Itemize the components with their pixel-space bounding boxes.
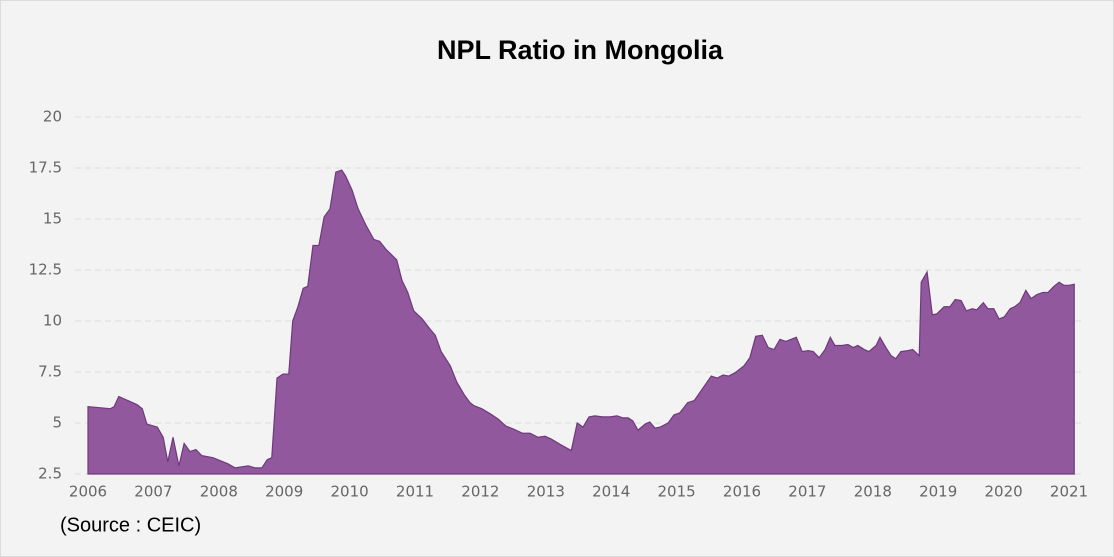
- y-tick-label: 20: [43, 108, 62, 126]
- x-tick-label: 2014: [592, 483, 630, 501]
- x-tick-label: 2007: [134, 483, 172, 501]
- area: [87, 169, 1075, 475]
- x-tick-label: 2009: [265, 483, 303, 501]
- y-tick-label: 17.5: [29, 159, 62, 177]
- y-tick-label: 5: [52, 414, 62, 432]
- x-tick-label: 2021: [1050, 483, 1088, 501]
- x-tick-label: 2015: [658, 483, 696, 501]
- x-tick-label: 2018: [854, 483, 892, 501]
- x-tick-label: 2013: [527, 483, 565, 501]
- chart-title: NPL Ratio in Mongolia: [437, 35, 724, 65]
- x-tick-label: 2012: [461, 483, 499, 501]
- y-tick-label: 7.5: [38, 363, 62, 381]
- x-tick-label: 2011: [396, 483, 434, 501]
- y-tick-label: 12.5: [29, 261, 62, 279]
- x-tick-label: 2016: [723, 483, 761, 501]
- x-tick-label: 2017: [788, 483, 826, 501]
- y-tick-label: 2.5: [38, 465, 62, 483]
- x-tick-label: 2006: [69, 483, 107, 501]
- y-tick-label: 10: [43, 312, 62, 330]
- x-tick-label: 2020: [985, 483, 1023, 501]
- y-tick-label: 15: [43, 210, 62, 228]
- x-tick-label: 2008: [200, 483, 238, 501]
- source-note: (Source : CEIC): [60, 514, 201, 536]
- x-tick-label: 2010: [331, 483, 369, 501]
- x-tick-label: 2019: [919, 483, 957, 501]
